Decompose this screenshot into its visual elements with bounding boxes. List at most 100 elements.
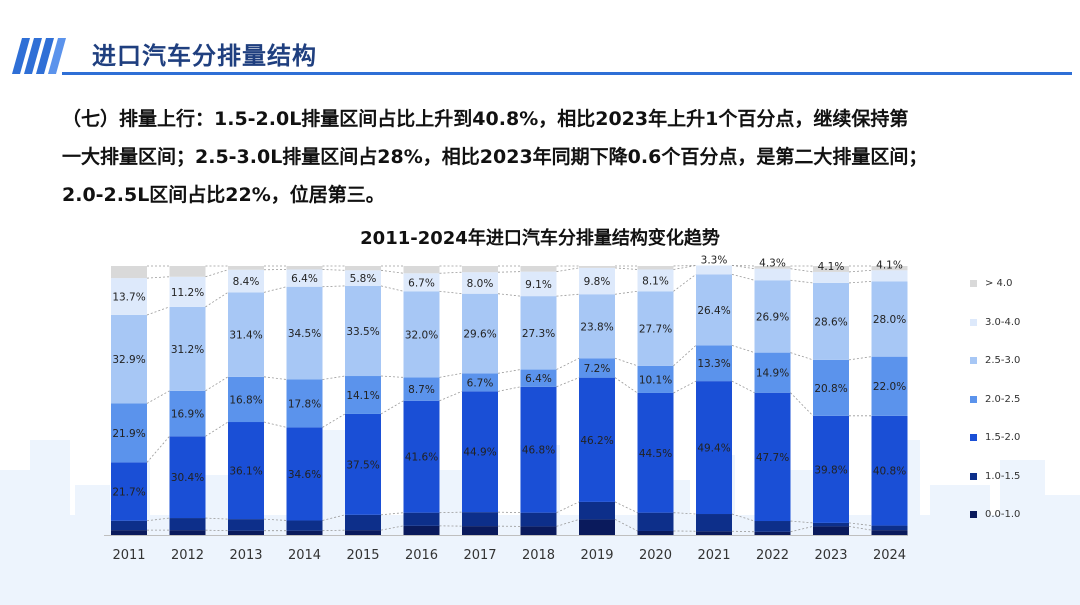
summary-line-1: （七）排量上行：1.5-2.0L排量区间占比上升到40.8%，相比2023年上升… — [62, 108, 909, 130]
bar-segment-1.52.0-2019 — [579, 377, 615, 502]
bar-segment-2.53.0-2024 — [871, 281, 908, 357]
bar-segment-0.01.0-2012 — [169, 530, 206, 535]
legend-swatch — [970, 395, 977, 403]
legend-item: 0.0-1.0 — [970, 509, 1020, 520]
data-label: 31.2% — [171, 344, 204, 356]
bar-segment-1.52.0-2020 — [637, 392, 674, 513]
series-connector-line — [556, 377, 580, 388]
bar-segment-1.01.5-2024 — [871, 525, 908, 531]
bar-segment-3.04.0-2014 — [286, 269, 323, 287]
series-connector-line — [205, 376, 229, 392]
bar-segment-3.04.0-2013 — [228, 269, 264, 293]
series-connector-line — [439, 290, 463, 295]
series-connector-line — [556, 357, 580, 370]
bar-segment-3.04.0-2019 — [579, 267, 615, 295]
bar-segment-2.02.5-2016 — [403, 377, 440, 401]
series-connector-line — [556, 293, 580, 297]
bar-segment-0.01.0-2023 — [813, 526, 849, 535]
bar-segment-2.53.0-2023 — [813, 282, 849, 360]
bar-segment-3.04.0-2020 — [637, 269, 674, 292]
series-connector-line — [673, 380, 697, 394]
data-label: 21.7% — [112, 487, 145, 499]
series-connector-line — [146, 390, 170, 404]
legend-swatch — [970, 511, 977, 518]
data-label: 36.1% — [229, 466, 262, 478]
bar-segment-2.53.0-2013 — [228, 292, 264, 377]
data-label: 4.1% — [818, 261, 845, 273]
data-label: 46.2% — [580, 435, 613, 447]
bar-segment-2.02.5-2020 — [637, 365, 674, 393]
series-connector-line — [731, 265, 755, 270]
bar-segment-1.52.0-2016 — [403, 400, 440, 513]
bar-segment-1.52.0-2012 — [169, 436, 206, 519]
series-connector-line — [205, 421, 229, 437]
bar-segment-1.01.5-2011 — [111, 520, 147, 531]
bar-segment-4.0-2023 — [813, 266, 849, 272]
series-connector-line — [731, 265, 755, 267]
x-tick-label: 2011 — [112, 548, 145, 563]
bar-segment-1.01.5-2013 — [228, 519, 264, 531]
series-connector-line — [322, 285, 346, 288]
bar-segment-3.04.0-2017 — [462, 272, 498, 294]
bar-segment-3.04.0-2021 — [696, 265, 732, 275]
bar-segment-0.01.0-2019 — [579, 519, 615, 535]
x-tick-label: 2019 — [580, 548, 613, 563]
data-label: 40.8% — [873, 466, 906, 478]
series-connector-line — [731, 513, 755, 522]
x-tick-label: 2016 — [405, 548, 438, 563]
bar-segment-4.0-2013 — [228, 266, 264, 270]
data-label: 6.4% — [525, 373, 552, 385]
bar-segment-1.52.0-2015 — [345, 413, 381, 515]
header-stripes-icon — [12, 38, 66, 74]
bar-segment-3.04.0-2012 — [169, 276, 206, 307]
series-connector-line — [614, 290, 638, 295]
series-connector-line — [322, 269, 346, 271]
bar-segment-2.53.0-2020 — [637, 291, 674, 366]
legend-item: 1.5-2.0 — [970, 432, 1020, 443]
data-label: 44.9% — [463, 447, 496, 459]
bar-segment-2.02.5-2011 — [111, 403, 147, 463]
data-label: 39.8% — [814, 464, 847, 476]
series-connector-line — [848, 525, 872, 531]
page-title: 进口汽车分排量结构 — [92, 42, 317, 70]
bar-segment-4.0-2018 — [520, 266, 557, 272]
data-label: 44.5% — [639, 448, 672, 460]
legend-item: > 4.0 — [970, 278, 1012, 289]
bar-segment-2.02.5-2014 — [286, 379, 323, 428]
series-connector-line — [673, 265, 697, 267]
series-connector-line — [263, 421, 287, 428]
legend-item: 3.0-4.0 — [970, 317, 1020, 328]
legend-item: 1.0-1.5 — [970, 471, 1020, 482]
data-label: 6.7% — [408, 277, 435, 289]
bar-segment-2.02.5-2018 — [520, 369, 557, 387]
series-connector-line — [205, 269, 229, 278]
bar-segment-1.01.5-2023 — [813, 522, 849, 527]
series-connector-line — [322, 413, 346, 428]
series-connector-line — [614, 357, 638, 367]
series-connector-line — [848, 280, 872, 284]
series-connector-line — [322, 375, 346, 380]
data-label: 28.6% — [814, 316, 847, 328]
data-label: 6.4% — [291, 273, 318, 285]
series-connector-line — [205, 517, 229, 520]
series-connector-line — [614, 377, 638, 394]
bar-segment-3.04.0-2015 — [345, 270, 381, 286]
bar-segment-4.0-2016 — [403, 266, 440, 274]
data-label: 34.5% — [288, 328, 321, 340]
series-connector-line — [263, 518, 287, 521]
bar-segment-0.01.0-2016 — [403, 525, 440, 535]
series-connector-line — [439, 511, 463, 514]
bar-segment-1.01.5-2019 — [579, 501, 615, 520]
bar-segment-1.01.5-2021 — [696, 514, 732, 532]
series-connector-line — [731, 530, 755, 533]
bar-segment-0.01.0-2018 — [520, 526, 557, 535]
data-label: 46.8% — [522, 445, 555, 457]
series-connector-line — [380, 525, 404, 531]
bar-segment-2.02.5-2017 — [462, 373, 498, 392]
data-label: 26.9% — [756, 311, 789, 323]
legend-swatch — [970, 472, 977, 480]
series-connector-line — [205, 292, 229, 308]
bar-segment-2.53.0-2019 — [579, 294, 615, 359]
summary-paragraph: （七）排量上行：1.5-2.0L排量区间占比上升到40.8%，相比2023年上升… — [62, 100, 1052, 214]
bar-segment-1.52.0-2011 — [111, 462, 147, 521]
